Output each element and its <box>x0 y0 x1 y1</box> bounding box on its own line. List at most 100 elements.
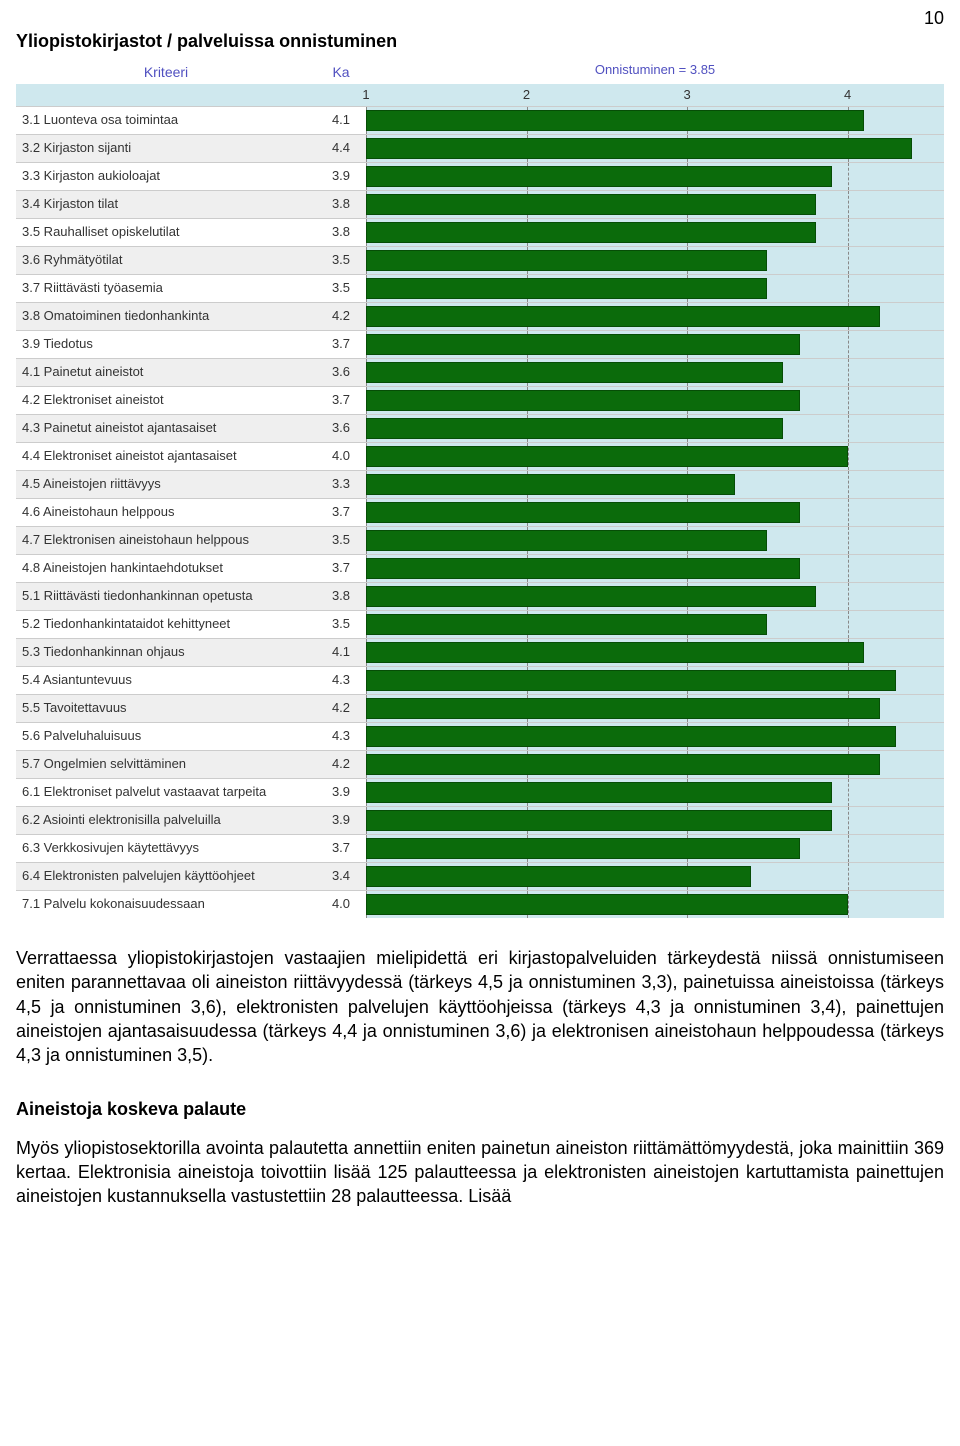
row-ka-value: 4.1 <box>316 107 366 134</box>
chart-row: 5.6 Palveluhaluisuus4.3 <box>16 722 944 750</box>
row-bar-area <box>366 751 944 778</box>
row-label: 4.4 Elektroniset aineistot ajantasaiset <box>16 443 316 470</box>
row-label: 3.2 Kirjaston sijanti <box>16 135 316 162</box>
chart-row: 7.1 Palvelu kokonaisuudessaan4.0 <box>16 890 944 918</box>
row-ka-value: 3.5 <box>316 275 366 302</box>
row-bar-area <box>366 331 944 358</box>
chart-row: 4.1 Painetut aineistot3.6 <box>16 358 944 386</box>
page-number: 10 <box>16 8 944 29</box>
axis-tick: 4 <box>844 87 851 102</box>
bar <box>366 474 735 495</box>
bar <box>366 278 767 299</box>
bar <box>366 726 896 747</box>
bar <box>366 838 800 859</box>
chart-row: 3.8 Omatoiminen tiedonhankinta4.2 <box>16 302 944 330</box>
row-label: 3.9 Tiedotus <box>16 331 316 358</box>
row-bar-area <box>366 415 944 442</box>
chart-row: 3.2 Kirjaston sijanti4.4 <box>16 134 944 162</box>
row-bar-area <box>366 247 944 274</box>
bar <box>366 866 751 887</box>
bar <box>366 894 848 915</box>
row-label: 3.7 Riittävästi työasemia <box>16 275 316 302</box>
row-ka-value: 4.2 <box>316 303 366 330</box>
bar <box>366 558 800 579</box>
row-bar-area <box>366 723 944 750</box>
row-bar-area <box>366 359 944 386</box>
row-bar-area <box>366 779 944 806</box>
bar <box>366 642 864 663</box>
row-ka-value: 3.5 <box>316 527 366 554</box>
bar <box>366 334 800 355</box>
body-paragraph-2: Myös yliopistosektorilla avointa palaute… <box>16 1136 944 1209</box>
bar <box>366 194 816 215</box>
row-ka-value: 4.1 <box>316 639 366 666</box>
chart-row: 6.2 Asiointi elektronisilla palveluilla3… <box>16 806 944 834</box>
bar <box>366 446 848 467</box>
bar <box>366 222 816 243</box>
row-ka-value: 3.9 <box>316 807 366 834</box>
row-ka-value: 3.8 <box>316 219 366 246</box>
row-ka-value: 4.3 <box>316 667 366 694</box>
row-label: 3.4 Kirjaston tilat <box>16 191 316 218</box>
chart-row: 6.1 Elektroniset palvelut vastaavat tarp… <box>16 778 944 806</box>
bar <box>366 250 767 271</box>
row-bar-area <box>366 135 944 162</box>
row-label: 5.4 Asiantuntevuus <box>16 667 316 694</box>
row-label: 7.1 Palvelu kokonaisuudessaan <box>16 891 316 918</box>
row-ka-value: 3.7 <box>316 387 366 414</box>
chart-row: 5.4 Asiantuntevuus4.3 <box>16 666 944 694</box>
row-bar-area <box>366 275 944 302</box>
chart-row: 6.3 Verkkosivujen käytettävyys3.7 <box>16 834 944 862</box>
chart-row: 5.7 Ongelmien selvittäminen4.2 <box>16 750 944 778</box>
body-paragraph-1: Verrattaessa yliopistokirjastojen vastaa… <box>16 946 944 1067</box>
row-label: 3.1 Luonteva osa toimintaa <box>16 107 316 134</box>
row-bar-area <box>366 191 944 218</box>
row-label: 3.8 Omatoiminen tiedonhankinta <box>16 303 316 330</box>
row-ka-value: 3.4 <box>316 863 366 890</box>
chart-rows: 3.1 Luonteva osa toimintaa4.13.2 Kirjast… <box>16 106 944 918</box>
row-label: 4.1 Painetut aineistot <box>16 359 316 386</box>
chart-row: 3.5 Rauhalliset opiskelutilat3.8 <box>16 218 944 246</box>
bar <box>366 586 816 607</box>
chart-row: 4.8 Aineistojen hankintaehdotukset3.7 <box>16 554 944 582</box>
header-kriteeri: Kriteeri <box>16 60 316 84</box>
header-ka: Ka <box>316 60 366 84</box>
row-ka-value: 3.8 <box>316 583 366 610</box>
axis-row: 1234 <box>16 84 944 106</box>
axis-tick: 2 <box>523 87 530 102</box>
row-label: 4.5 Aineistojen riittävyys <box>16 471 316 498</box>
chart-row: 3.1 Luonteva osa toimintaa4.1 <box>16 106 944 134</box>
row-bar-area <box>366 443 944 470</box>
chart-row: 4.3 Painetut aineistot ajantasaiset3.6 <box>16 414 944 442</box>
chart-row: 5.1 Riittävästi tiedonhankinnan opetusta… <box>16 582 944 610</box>
row-label: 5.6 Palveluhaluisuus <box>16 723 316 750</box>
bar <box>366 110 864 131</box>
row-label: 6.3 Verkkosivujen käytettävyys <box>16 835 316 862</box>
row-label: 3.6 Ryhmätyötilat <box>16 247 316 274</box>
bar <box>366 306 880 327</box>
bar <box>366 390 800 411</box>
row-bar-area <box>366 499 944 526</box>
bar-chart: Kriteeri Ka Onnistuminen = 3.85 1234 3.1… <box>16 60 944 918</box>
row-ka-value: 3.7 <box>316 835 366 862</box>
header-onnistuminen: Onnistuminen = 3.85 <box>366 60 944 84</box>
row-ka-value: 4.2 <box>316 695 366 722</box>
row-bar-area <box>366 387 944 414</box>
row-ka-value: 3.6 <box>316 415 366 442</box>
chart-row: 4.2 Elektroniset aineistot3.7 <box>16 386 944 414</box>
bar <box>366 138 912 159</box>
chart-row: 5.2 Tiedonhankintataidot kehittyneet3.5 <box>16 610 944 638</box>
bar <box>366 698 880 719</box>
chart-row: 3.9 Tiedotus3.7 <box>16 330 944 358</box>
bar <box>366 530 767 551</box>
bar <box>366 502 800 523</box>
subheading-aineistoja: Aineistoja koskeva palaute <box>16 1097 944 1121</box>
row-ka-value: 4.4 <box>316 135 366 162</box>
chart-row: 4.4 Elektroniset aineistot ajantasaiset4… <box>16 442 944 470</box>
row-label: 5.3 Tiedonhankinnan ohjaus <box>16 639 316 666</box>
row-label: 5.5 Tavoitettavuus <box>16 695 316 722</box>
row-ka-value: 3.3 <box>316 471 366 498</box>
section-title: Yliopistokirjastot / palveluissa onnistu… <box>16 31 944 52</box>
bar <box>366 614 767 635</box>
row-bar-area <box>366 527 944 554</box>
